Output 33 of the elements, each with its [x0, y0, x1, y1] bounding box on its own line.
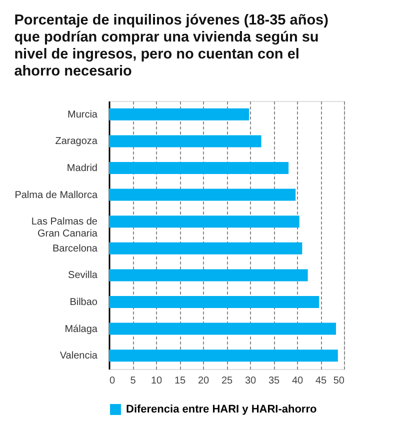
bar: [109, 188, 296, 201]
x-tick-label: 5: [130, 376, 136, 386]
y-tick-label: Málaga: [64, 324, 98, 335]
x-tick-label: 10: [150, 376, 162, 386]
legend-label: Diferencia entre HARI y HARI-ahorro: [126, 404, 317, 416]
bar: [109, 269, 308, 282]
bar: [109, 296, 320, 308]
x-tick-label: 0: [110, 376, 116, 386]
bar: [109, 162, 289, 174]
y-tick-label: Murcia: [67, 109, 98, 120]
x-tick-label: 25: [221, 376, 233, 386]
y-tick-label: Sevilla: [68, 270, 98, 282]
x-tick-label: 45: [315, 376, 327, 386]
bar: [109, 350, 338, 362]
x-tick-label: 35: [268, 376, 280, 386]
bar: [109, 242, 302, 254]
x-tick-label: 30: [244, 376, 256, 386]
x-tick-label: 20: [198, 376, 210, 386]
x-tick-label: 40: [292, 376, 304, 386]
y-tick-label: Bilbao: [70, 297, 98, 308]
bar: [109, 108, 250, 120]
x-tick-label: 15: [174, 376, 186, 386]
y-tick-label: Madrid: [66, 163, 98, 174]
y-tick-label: Valencia: [60, 350, 98, 362]
bar: [109, 135, 262, 148]
bar: [109, 216, 300, 228]
x-tick-label: 50: [333, 376, 345, 386]
y-tick-label: Palma de Mallorca: [14, 190, 98, 201]
y-tick-label: Zaragoza: [55, 136, 98, 148]
chart-title: Porcentaje de inquilinos jóvenes (18-35 años) que podrían comprar una vivienda según su nivel de ingresos, pero no cuentan con el ahorro necesario: [14, 12, 329, 80]
y-tick-label: Barcelona: [52, 243, 98, 254]
y-tick-label: Las Palmas de Gran Canaria: [31, 216, 98, 240]
bar: [109, 322, 336, 335]
